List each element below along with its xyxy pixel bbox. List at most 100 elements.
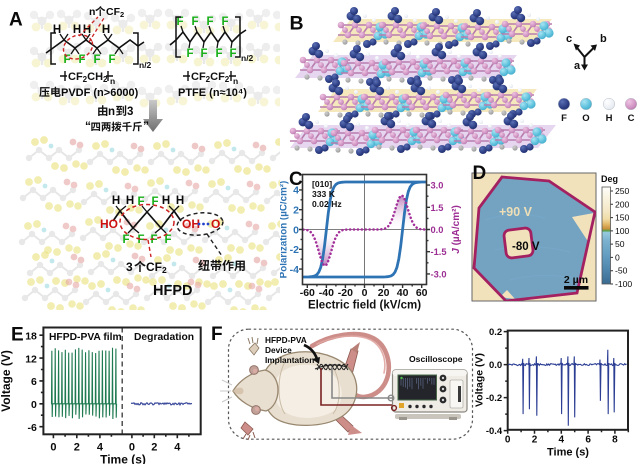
svg-text:4: 4 (293, 185, 299, 197)
svg-text:Electric field (kV/cm): Electric field (kV/cm) (308, 300, 421, 312)
svg-text:[010]: [010] (312, 179, 332, 189)
svg-text:F: F (200, 48, 207, 60)
svg-text:F: F (150, 234, 157, 246)
svg-text:4: 4 (97, 441, 104, 453)
svg-text:1.5: 1.5 (431, 203, 444, 213)
svg-text:Voltage (V): Voltage (V) (0, 350, 13, 412)
svg-text:a: a (574, 60, 581, 72)
svg-text:OH: OH (182, 217, 200, 231)
svg-text:H: H (83, 24, 91, 36)
svg-text:0: 0 (50, 441, 56, 453)
svg-text:b: b (600, 33, 607, 45)
svg-text:O: O (211, 217, 220, 231)
svg-text:6: 6 (585, 434, 591, 445)
svg-text:F: F (78, 54, 85, 66)
svg-text:F: F (137, 234, 144, 246)
svg-text:Oscilloscope: Oscilloscope (409, 354, 463, 364)
svg-text:250: 250 (615, 186, 630, 196)
svg-text:Time (s): Time (s) (100, 452, 146, 464)
svg-text:0: 0 (615, 252, 620, 262)
svg-text:-50: -50 (615, 266, 628, 276)
svg-text:0: 0 (293, 224, 299, 236)
svg-text:0.02 Hz: 0.02 Hz (312, 199, 342, 209)
svg-text:200: 200 (615, 199, 630, 209)
svg-text:Device: Device (265, 345, 292, 355)
svg-text:E: E (11, 325, 24, 346)
svg-text:PTFE (n≈10⁴): PTFE (n≈10⁴) (178, 87, 247, 99)
svg-text:0: 0 (129, 441, 135, 453)
svg-text:-100: -100 (615, 279, 632, 289)
svg-text:Implantation: Implantation (265, 355, 314, 365)
svg-text:F: F (122, 234, 129, 246)
svg-text:-4: -4 (290, 264, 299, 276)
svg-text:2: 2 (74, 441, 80, 453)
svg-text:50: 50 (615, 239, 625, 249)
svg-text:3.0: 3.0 (431, 181, 444, 191)
svg-text:F: F (211, 324, 223, 345)
svg-text:F: F (108, 54, 115, 66)
svg-text:-3.0: -3.0 (431, 269, 447, 279)
svg-text:F: F (215, 48, 222, 60)
svg-text:n: n (233, 76, 238, 86)
svg-text:H: H (53, 24, 61, 36)
svg-text:40: 40 (397, 287, 409, 299)
svg-text:HO: HO (100, 217, 118, 231)
svg-text:0: 0 (362, 287, 368, 299)
svg-text:2: 2 (532, 434, 538, 445)
svg-text:CF2: CF2 (106, 6, 124, 19)
svg-text:D: D (473, 163, 487, 184)
svg-text:4: 4 (559, 434, 565, 445)
svg-text:F: F (206, 16, 213, 28)
svg-text:HFPD: HFPD (153, 283, 192, 299)
svg-text:F: F (63, 54, 70, 66)
svg-text:n: n (89, 6, 95, 18)
svg-text:-0.4: -0.4 (486, 426, 503, 437)
svg-text:A: A (9, 10, 23, 31)
svg-text:-60: -60 (300, 287, 315, 299)
svg-text:F: F (151, 196, 158, 208)
svg-text:-1.5: -1.5 (431, 247, 447, 257)
svg-text:H: H (102, 24, 110, 36)
svg-text:2: 2 (151, 441, 157, 453)
svg-text:12: 12 (25, 353, 37, 365)
svg-text:-6: -6 (28, 422, 37, 434)
svg-text:3: 3 (127, 106, 133, 118)
svg-text:H: H (73, 24, 81, 36)
svg-text:HFPD-PVA: HFPD-PVA (265, 335, 307, 345)
svg-text:C: C (628, 113, 635, 124)
svg-text:100: 100 (615, 226, 630, 236)
svg-text:F: F (137, 196, 144, 208)
svg-text:n/2: n/2 (139, 60, 152, 70)
svg-text:F: F (186, 48, 193, 60)
svg-text:CF2CH2: CF2CH2 (68, 71, 108, 84)
svg-text:B: B (290, 13, 304, 35)
svg-text:-20: -20 (338, 287, 353, 299)
svg-text:CF2CF2: CF2CF2 (191, 71, 230, 84)
svg-text:6: 6 (31, 376, 37, 388)
svg-text:2 µm: 2 µm (564, 274, 588, 286)
svg-text:HFPD-PVA film: HFPD-PVA film (49, 332, 122, 343)
svg-text:F: F (93, 54, 100, 66)
svg-text:20: 20 (378, 287, 390, 299)
svg-text:-0.2: -0.2 (486, 393, 502, 404)
svg-text:F: F (561, 113, 567, 124)
svg-text:0: 0 (505, 434, 511, 445)
svg-text:PVDF (n>6000): PVDF (n>6000) (61, 87, 139, 99)
svg-text:F: F (221, 16, 228, 28)
svg-text:-2: -2 (290, 244, 299, 256)
svg-text:c: c (566, 33, 572, 45)
svg-text:-40: -40 (319, 287, 334, 299)
svg-text:0.2: 0.2 (489, 327, 502, 338)
svg-text:Time (s): Time (s) (547, 446, 589, 458)
svg-text:Polarization (µC/cm²): Polarization (µC/cm²) (280, 181, 290, 279)
svg-text:F: F (164, 234, 171, 246)
svg-text:Deg: Deg (601, 174, 618, 184)
svg-text:H: H (126, 195, 134, 207)
svg-text:0: 0 (31, 399, 37, 411)
svg-text:60: 60 (416, 287, 428, 299)
svg-text:0.0: 0.0 (431, 225, 444, 235)
svg-text:4: 4 (174, 441, 181, 453)
svg-text:8: 8 (612, 434, 618, 445)
svg-text:F: F (176, 16, 183, 28)
svg-text:-80 V: -80 V (512, 241, 540, 253)
